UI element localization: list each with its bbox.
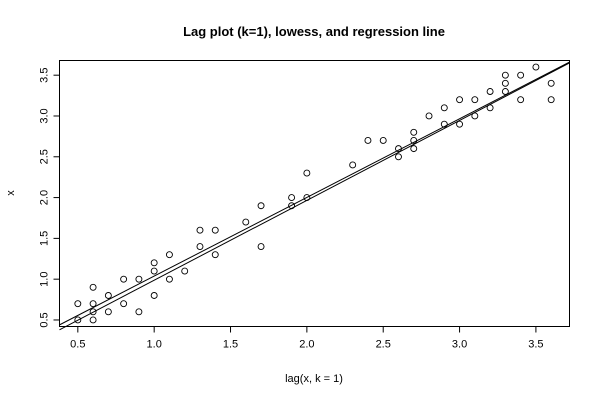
data-point xyxy=(486,104,494,112)
data-point xyxy=(120,300,128,308)
data-point xyxy=(486,88,494,95)
data-point xyxy=(410,128,418,136)
data-point xyxy=(257,243,265,250)
data-point xyxy=(211,251,219,259)
data-point xyxy=(242,218,250,226)
data-point xyxy=(135,275,143,283)
x-axis-label: lag(x, k = 1) xyxy=(285,373,343,385)
data-point xyxy=(165,251,173,259)
data-point xyxy=(89,300,97,308)
data-point xyxy=(288,194,296,202)
regression-line xyxy=(59,62,570,331)
data-point xyxy=(517,71,525,79)
y-tick-label: 0.5 xyxy=(39,312,51,327)
data-point xyxy=(456,120,464,128)
data-point xyxy=(196,243,204,250)
data-point xyxy=(150,267,158,275)
y-tick-label: 3.5 xyxy=(39,68,51,83)
y-tick-label: 1.5 xyxy=(39,231,51,246)
data-point xyxy=(547,96,555,104)
scatter-points xyxy=(74,63,555,324)
data-point xyxy=(303,169,311,177)
x-tick-label: 1.0 xyxy=(147,339,162,351)
data-point xyxy=(517,96,525,104)
chart-title: Lag plot (k=1), lowess, and regression l… xyxy=(183,24,445,39)
x-tick-label: 2.5 xyxy=(376,339,391,351)
data-point xyxy=(395,153,402,161)
x-tick-label: 0.5 xyxy=(70,339,85,351)
data-point xyxy=(501,79,509,87)
y-tick-label: 3.0 xyxy=(39,108,51,123)
data-point xyxy=(196,226,204,234)
data-point xyxy=(288,202,296,210)
fit-lines xyxy=(59,61,570,331)
data-point xyxy=(471,96,479,104)
x-tick-label: 2.0 xyxy=(299,339,314,351)
data-point xyxy=(440,104,448,112)
data-point xyxy=(89,283,97,291)
data-point xyxy=(364,137,372,144)
data-point xyxy=(104,308,112,316)
data-point xyxy=(456,96,464,104)
data-point xyxy=(349,161,357,169)
data-point xyxy=(471,112,479,120)
lowess-line xyxy=(59,61,570,326)
x-tick-label: 3.0 xyxy=(452,339,467,351)
data-point xyxy=(211,226,219,234)
data-point xyxy=(425,112,433,120)
data-point xyxy=(501,71,509,79)
y-axis: 0.5 1.0 1.5 2.0 2.5 3.0 3.5 xyxy=(39,68,60,328)
data-point xyxy=(257,202,265,210)
data-point xyxy=(135,308,143,316)
data-point xyxy=(410,137,418,144)
y-tick-label: 2.5 xyxy=(39,149,51,164)
data-point xyxy=(547,79,555,87)
data-point xyxy=(532,63,540,71)
y-tick-label: 1.0 xyxy=(39,272,51,287)
data-point xyxy=(379,137,387,144)
y-axis-label: x xyxy=(5,190,17,196)
x-tick-label: 1.5 xyxy=(223,339,238,351)
plot-frame xyxy=(59,60,570,327)
data-point xyxy=(74,300,82,308)
x-tick-label: 3.5 xyxy=(528,339,543,351)
data-point xyxy=(150,292,158,299)
data-point xyxy=(74,316,82,324)
data-point xyxy=(165,275,173,283)
data-point xyxy=(440,120,448,128)
data-point xyxy=(410,145,418,153)
data-point xyxy=(181,267,189,275)
data-point xyxy=(395,145,402,153)
data-point xyxy=(89,308,97,316)
data-point xyxy=(303,194,311,202)
y-tick-label: 2.0 xyxy=(39,190,51,205)
data-point xyxy=(150,259,158,267)
data-point xyxy=(120,275,128,283)
x-axis: 0.5 1.0 1.5 2.0 2.5 3.0 3.5 xyxy=(70,326,544,351)
data-point xyxy=(501,88,509,95)
data-point xyxy=(89,316,97,324)
data-point xyxy=(104,292,112,299)
